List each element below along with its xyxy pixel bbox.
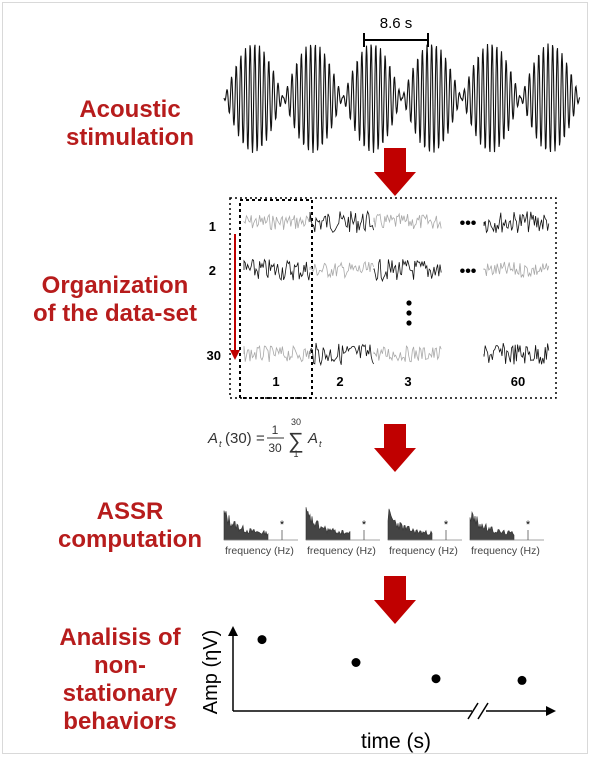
stimulus-waveform [223, 43, 581, 154]
trace-segment [309, 210, 374, 233]
step-title-line: Analisis of [59, 624, 181, 651]
formula-sub: t [319, 439, 322, 449]
step-organization: Organization of the data-set [10, 272, 220, 328]
flow-arrow [374, 148, 416, 196]
formula-numerator: 1 [272, 423, 279, 437]
spectrum-peak-marker: * [280, 519, 285, 531]
spectrum-panel: * frequency (Hz) [223, 510, 298, 557]
step-title-line: stationary [62, 680, 178, 707]
step-title-line: behaviors [63, 708, 177, 735]
trace-segment [483, 211, 550, 234]
formula-sub: t [219, 439, 222, 449]
assr-spectra: * frequency (Hz) * frequency (Hz) * frequency… [223, 507, 544, 557]
row-label: 30 [207, 348, 221, 363]
spectrum-axis-label: frequency (Hz) [471, 545, 540, 557]
x-axis-arrowhead [546, 706, 556, 716]
spectrum-panel: * frequency (Hz) [469, 511, 544, 557]
trace-segment [309, 342, 374, 367]
svg-text:=: = [256, 430, 265, 447]
spectrum-peak-marker: * [444, 519, 449, 531]
spectrum-peak-marker: * [362, 519, 367, 531]
step-acoustic-stimulation: Acoustic stimulation [30, 96, 230, 152]
flow-arrow [374, 424, 416, 472]
dataset-outer-box [229, 197, 557, 399]
data-point [431, 674, 441, 684]
dataset-column-highlight [239, 199, 313, 399]
row-label: 2 [209, 263, 216, 278]
col-label: 1 [272, 374, 279, 389]
trace-segment [243, 258, 311, 281]
trace-segment [309, 261, 374, 280]
step-title-line: of the data-set [32, 300, 197, 327]
svg-text:A: A [307, 430, 318, 447]
col-label: 60 [511, 374, 525, 389]
trace-segment [483, 261, 550, 279]
step-assr-computation: ASSR computation [40, 498, 220, 554]
formula-sum-bottom: 1 [293, 449, 298, 459]
trace-segment [243, 345, 311, 363]
dataset-traces [243, 210, 550, 367]
formula-sum-top: 30 [291, 417, 301, 427]
data-point [517, 675, 527, 685]
period-label: 8.6 s [380, 15, 413, 32]
spectrum-peak-marker: * [526, 519, 531, 531]
trace-segment [373, 345, 442, 363]
y-axis-arrowhead [228, 626, 238, 636]
trace-segment [373, 212, 442, 230]
spectrum-panel: * frequency (Hz) [387, 508, 462, 557]
svg-text:∑: ∑ [288, 428, 304, 453]
y-axis-label: Amp (ηV) [200, 630, 222, 714]
formula-denominator: 30 [268, 441, 282, 455]
ellipsis-horizontal: ••• [460, 215, 477, 232]
col-label: 2 [336, 374, 343, 389]
step-title-line: Organization [41, 272, 189, 299]
ellipsis-horizontal: ••• [460, 263, 477, 280]
formula-lhs: A [207, 430, 218, 447]
step-title-line: ASSR [96, 498, 164, 525]
spectrum-panel: * frequency (Hz) [305, 507, 380, 557]
trace-segment [373, 258, 442, 283]
ellipsis-vertical [406, 300, 412, 326]
flow-arrow [374, 576, 416, 624]
spectrum-axis-label: frequency (Hz) [225, 545, 294, 557]
row-label: 1 [209, 219, 216, 234]
data-point [257, 635, 267, 645]
x-axis-label: time (s) [361, 730, 431, 753]
spectrum-axis-label: frequency (Hz) [307, 545, 376, 557]
step-title-line: non- [94, 652, 146, 679]
step-title-line: Acoustic [79, 96, 181, 123]
averaging-formula: A t (30) = 1 30 30 ∑ 1 A t [207, 417, 322, 459]
step-analysis: Analisis of non- stationary behaviors [20, 624, 220, 736]
trace-segment [243, 213, 311, 231]
step-title-line: stimulation [65, 124, 194, 151]
spectrum-axis-label: frequency (Hz) [389, 545, 458, 557]
data-point [351, 658, 361, 667]
trace-segment [483, 343, 550, 365]
formula-arg: (30) [225, 430, 252, 447]
axis-break [467, 702, 479, 720]
step-title-line: computation [58, 526, 202, 553]
axis-break [477, 702, 489, 720]
trial-order-arrow [230, 234, 240, 360]
period-scale-bar: 8.6 s [363, 15, 429, 47]
col-label: 3 [404, 374, 411, 389]
amplitude-chart: time (s) Amp (ηV) [200, 626, 556, 753]
